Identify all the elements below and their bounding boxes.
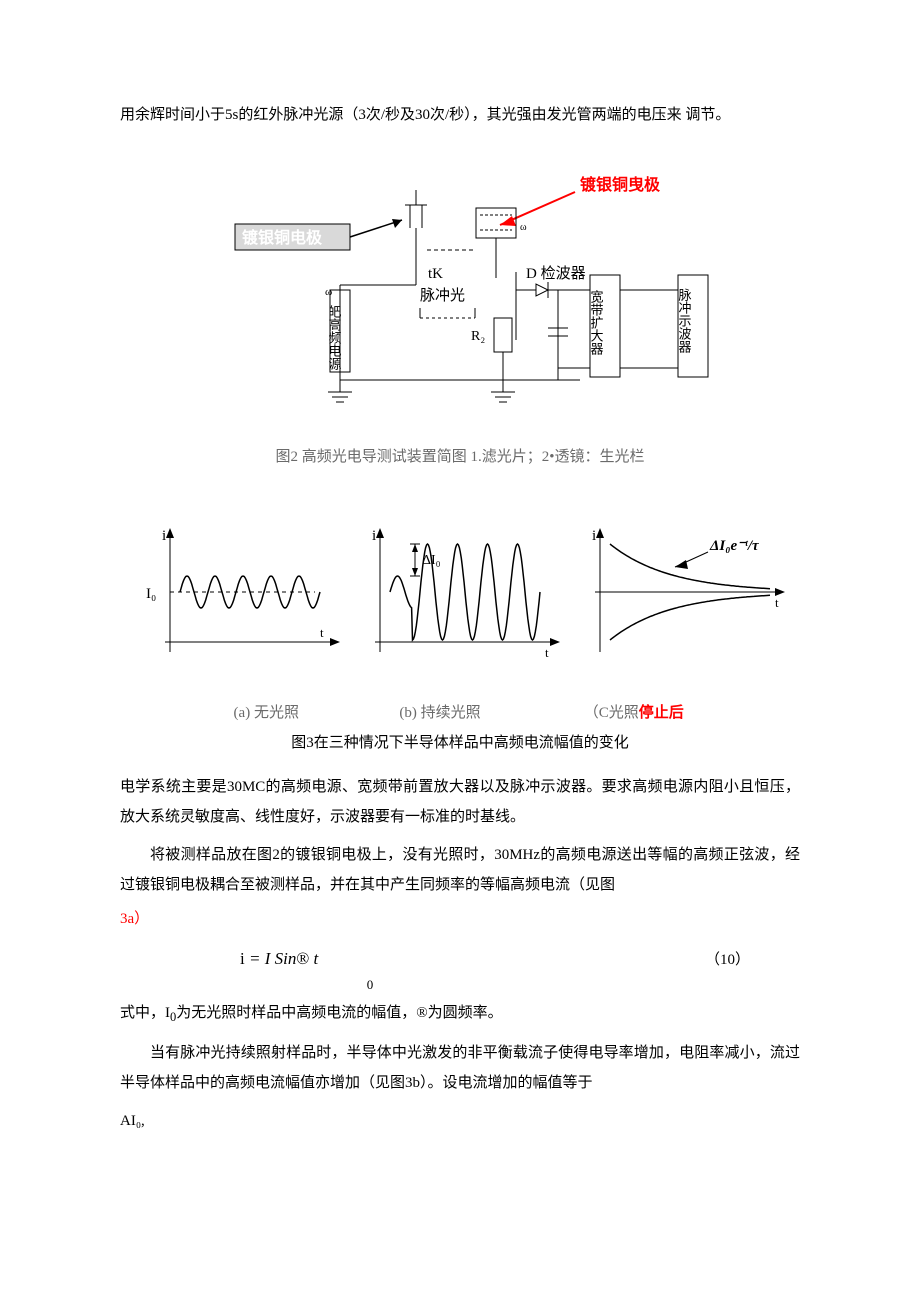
- paragraph-5: 当有脉冲光持续照射样品时，半导体中光激发的非平衡载流子使得电导率增加，电阻率减小…: [120, 1038, 800, 1098]
- oscilloscope-label: 脉冲示波器: [677, 288, 692, 354]
- figure-2-svg: 镀银铜曳极 镀银铜电极 ω tK 脉冲光: [180, 170, 740, 430]
- figure-3-main-caption: 图3在三种情况下半导体样品中高频电流幅值的变化: [120, 728, 800, 758]
- omega-symbol: ω: [520, 222, 527, 233]
- amplifier-label: 宽带扩大器: [589, 289, 604, 356]
- cap-b: (b) 持续光照: [350, 698, 530, 728]
- axis-i-c: i: [592, 528, 596, 544]
- paragraph-2: 电学系统主要是30MC的高频电源、宽频带前置放大器以及脉冲示波器。要求高频电源内…: [120, 772, 800, 832]
- decay-label: ΔI₀e⁻ᵗ/τ: [709, 538, 760, 554]
- paragraph-3-tail: 3a）: [120, 904, 800, 934]
- paragraph-4: 式中，I0为无光照时样品中高频电流的幅值，®为圆频率。: [120, 998, 800, 1030]
- figure-3-svg: i t I₀ i t ΔI₀: [130, 522, 790, 692]
- electrode-left-label: 镀银铜电极: [242, 228, 323, 247]
- equation-10: i = I Sin® t （10）: [120, 942, 800, 976]
- pulse-light-label: 脉冲光: [420, 287, 465, 304]
- electrode-right-label: 镀银铜曳极: [580, 175, 661, 194]
- ground-icon: [491, 380, 515, 402]
- omega-left: ω: [325, 286, 332, 298]
- axis-i-b: i: [372, 528, 376, 544]
- paragraph-3: 将被测样品放在图2的镀银铜电极上，没有光照时，30MHz的高频电源送出等幅的高频…: [120, 840, 800, 900]
- page: 用余辉时间小于5s的红外脉冲光源（3次/秒及30次/秒），其光强由发光管两端的电…: [0, 0, 920, 1184]
- axis-t-c: t: [775, 595, 779, 610]
- figure-2: 镀银铜曳极 镀银铜电极 ω tK 脉冲光: [120, 170, 800, 472]
- axis-t-a: t: [320, 625, 324, 640]
- figure-3-captions: (a) 无光照 (b) 持续光照 （C光照停止后 图3在三种情况下半导体样品中高…: [120, 698, 800, 758]
- figure-3: i t I₀ i t ΔI₀: [120, 522, 800, 758]
- equation-sub: 0: [30, 972, 710, 998]
- paragraph-6: AI₀,: [120, 1106, 800, 1136]
- figure-2-caption: 图2 高频光电导测试装置简图 1.滤光片；2•透镜：生光栏: [120, 442, 800, 472]
- tk-label: tK: [428, 266, 443, 282]
- axis-t-b: t: [545, 645, 549, 660]
- i0-label-a: I₀: [146, 586, 156, 602]
- cap-c-tail: 停止后: [639, 705, 684, 721]
- equation-number: （10）: [705, 945, 750, 975]
- r2-label: R₂: [471, 329, 485, 344]
- cap-a: (a) 无光照: [186, 698, 346, 728]
- d-detector-label: D 检波器: [526, 265, 586, 282]
- paragraph-1: 用余辉时间小于5s的红外脉冲光源（3次/秒及30次/秒），其光强由发光管两端的电…: [120, 100, 800, 130]
- axis-i-a: i: [162, 528, 166, 544]
- cap-c-head: （C光照: [584, 705, 639, 721]
- hf-source-label: 皅高频电源: [327, 305, 342, 370]
- ground-icon: [328, 380, 352, 402]
